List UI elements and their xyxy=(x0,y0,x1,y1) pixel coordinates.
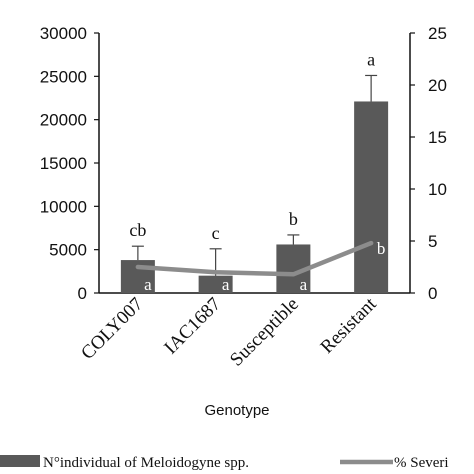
y-tick-label: 20000 xyxy=(40,111,87,130)
line-series xyxy=(135,240,374,277)
legend-line-label: % Severi xyxy=(394,455,449,471)
bar-significance-letter: b xyxy=(289,209,298,229)
bar-series xyxy=(120,101,389,293)
x-tick-label: COLY007 xyxy=(77,294,147,364)
bar-significance-letter: a xyxy=(367,49,375,69)
y-tick-label: 10000 xyxy=(40,197,87,216)
error-bars xyxy=(131,74,378,276)
bar xyxy=(198,275,233,293)
y-tick-label: 0 xyxy=(78,284,87,303)
line-significance-letter: a xyxy=(222,275,230,294)
legend-bar-swatch xyxy=(0,455,40,467)
line-significance-letter: b xyxy=(377,239,386,258)
x-tick-label: IAC1687 xyxy=(160,294,225,359)
y-tick-label: 5000 xyxy=(49,241,87,260)
y2-tick-label: 10 xyxy=(428,180,447,199)
y-tick-label: 25000 xyxy=(40,67,87,86)
x-tick-label: Susceptible xyxy=(226,294,303,371)
y2-tick-label: 0 xyxy=(428,284,437,303)
x-tick-labels: COLY007 IAC1687 Susceptible Resistant xyxy=(77,293,381,370)
bar xyxy=(354,101,389,293)
line-significance-letter: a xyxy=(144,275,152,294)
y2-tick-label: 20 xyxy=(428,76,447,95)
x-axis-label: Genotype xyxy=(204,402,269,419)
bar-significance-letter: c xyxy=(212,223,220,243)
line-significance-letter: a xyxy=(300,275,308,294)
y-tick-label: 30000 xyxy=(40,24,87,43)
legend-bar-label: N°individual of Meloidogyne spp. xyxy=(43,455,249,471)
y2-tick-label: 25 xyxy=(428,24,447,43)
y2-tick-label: 15 xyxy=(428,128,447,147)
legend: N°individual of Meloidogyne spp. % Sever… xyxy=(0,455,449,471)
x-tick-label: Resistant xyxy=(317,293,382,358)
y2-tick-label: 5 xyxy=(428,232,437,251)
severity-line xyxy=(135,240,374,277)
chart-axes: 0 5000 10000 15000 20000 25000 30000 0 5 10 15 20 25 xyxy=(40,24,447,303)
y-tick-label: 15000 xyxy=(40,154,87,173)
bar-significance-letter: cb xyxy=(129,220,146,240)
